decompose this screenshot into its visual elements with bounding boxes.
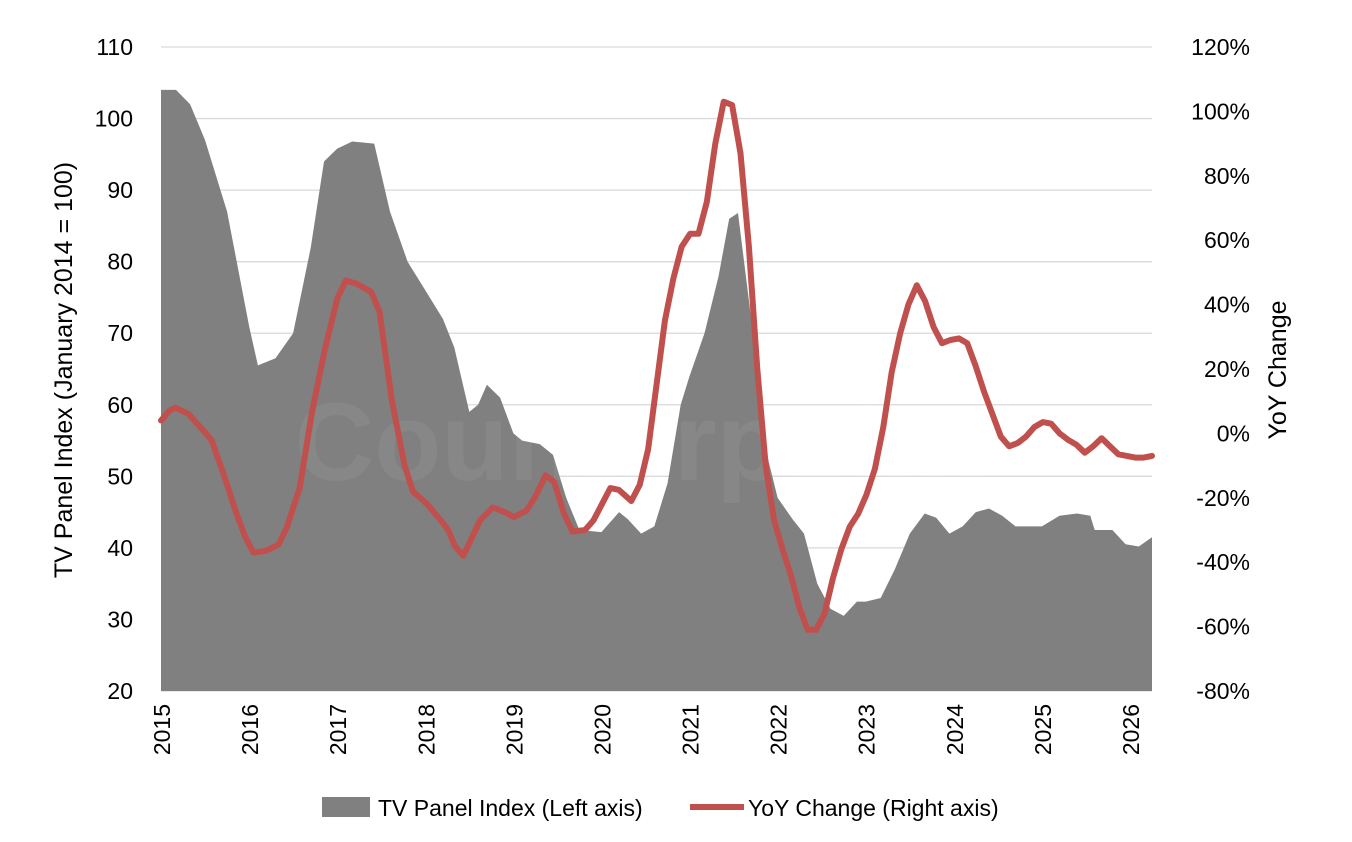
right-tick-label: -80% <box>1196 678 1250 704</box>
x-tick-label: 2019 <box>501 704 527 755</box>
yoy-change-line <box>158 98 1155 633</box>
right-tick-label: -20% <box>1196 485 1250 511</box>
right-tick-label: 80% <box>1204 163 1250 189</box>
legend-label-yoy: YoY Change (Right axis) <box>748 795 999 821</box>
right-tick-label: 40% <box>1204 292 1250 318</box>
x-tick-label: 2016 <box>237 704 263 755</box>
panel-index-area <box>161 89 1152 691</box>
left-tick-label: 30 <box>107 606 133 632</box>
right-axis-title: YoY Change <box>1264 300 1292 439</box>
left-tick-label: 40 <box>107 535 133 561</box>
x-tick-label: 2023 <box>854 704 880 755</box>
left-tick-label: 90 <box>107 177 133 203</box>
left-tick-label: 70 <box>107 320 133 346</box>
left-axis-ticks: 20 30 40 50 60 70 80 90 100 110 <box>95 34 133 704</box>
x-tick-label: 2017 <box>325 704 351 755</box>
right-tick-label: -40% <box>1196 549 1250 575</box>
right-tick-label: 20% <box>1204 356 1250 382</box>
legend-label-panel-index: TV Panel Index (Left axis) <box>378 795 643 821</box>
x-tick-label: 2015 <box>149 704 175 755</box>
left-tick-label: 80 <box>107 249 133 275</box>
x-tick-label: 2020 <box>589 704 615 755</box>
left-tick-label: 50 <box>107 463 133 489</box>
right-axis-ticks: -80% -60% -40% -20% 0% 20% 40% 60% 80% 100% 120% <box>1191 34 1250 704</box>
x-tick-label: 2025 <box>1030 704 1056 755</box>
legend-swatch-panel-index <box>322 797 370 817</box>
right-tick-label: 0% <box>1217 420 1250 446</box>
x-axis-ticks: 2015 2016 2017 2018 2019 2020 2021 2022 2023 2024… <box>149 704 1144 755</box>
right-tick-label: 100% <box>1191 98 1250 124</box>
panel-index-area-layer <box>161 89 1152 691</box>
left-tick-label: 100 <box>95 106 133 132</box>
left-tick-label: 20 <box>107 678 133 704</box>
right-tick-label: 60% <box>1204 227 1250 253</box>
x-tick-label: 2026 <box>1118 704 1144 755</box>
x-tick-label: 2022 <box>766 704 792 755</box>
right-tick-label: -60% <box>1196 614 1250 640</box>
x-tick-label: 2021 <box>678 704 704 755</box>
left-tick-label: 60 <box>107 392 133 418</box>
right-tick-label: 120% <box>1191 34 1250 60</box>
x-tick-label: 2024 <box>942 704 968 755</box>
legend: TV Panel Index (Left axis) YoY Change (R… <box>322 795 999 821</box>
left-tick-label: 110 <box>96 34 133 60</box>
left-axis-title: TV Panel Index (January 2014 = 100) <box>50 162 78 578</box>
x-tick-label: 2018 <box>413 704 439 755</box>
yoy-line-layer <box>158 98 1155 633</box>
